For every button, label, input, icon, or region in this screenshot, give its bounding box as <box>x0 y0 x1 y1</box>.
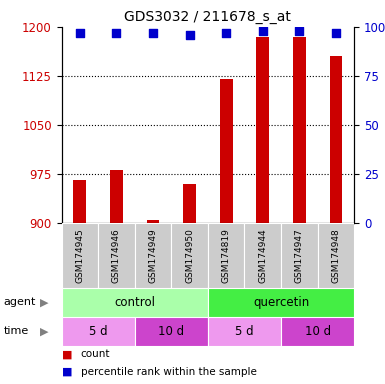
Bar <box>293 37 306 223</box>
Bar <box>256 37 269 223</box>
Text: percentile rank within the sample: percentile rank within the sample <box>81 367 257 377</box>
Bar <box>147 220 159 223</box>
Bar <box>62 317 135 346</box>
Text: GSM174948: GSM174948 <box>331 228 340 283</box>
Text: ▶: ▶ <box>40 326 49 336</box>
Bar <box>281 317 354 346</box>
Text: time: time <box>4 326 29 336</box>
Bar <box>110 170 123 223</box>
Text: GSM174945: GSM174945 <box>75 228 84 283</box>
Text: count: count <box>81 349 110 359</box>
Bar <box>330 56 342 223</box>
Bar <box>208 317 281 346</box>
Text: GSM174946: GSM174946 <box>112 228 121 283</box>
Bar <box>220 79 233 223</box>
Text: agent: agent <box>4 297 36 308</box>
Text: GSM174819: GSM174819 <box>222 228 231 283</box>
Text: GSM174949: GSM174949 <box>149 228 157 283</box>
Text: ■: ■ <box>62 349 72 359</box>
Bar <box>62 288 208 317</box>
Bar <box>208 223 244 288</box>
Bar <box>135 223 171 288</box>
Bar <box>62 223 98 288</box>
Bar <box>171 223 208 288</box>
Point <box>223 30 229 36</box>
Text: GSM174950: GSM174950 <box>185 228 194 283</box>
Point <box>77 30 83 36</box>
Point <box>113 30 119 36</box>
Point <box>333 30 339 36</box>
Text: 10 d: 10 d <box>305 325 331 338</box>
Point <box>259 28 266 34</box>
Point <box>150 30 156 36</box>
Text: 5 d: 5 d <box>235 325 254 338</box>
Title: GDS3032 / 211678_s_at: GDS3032 / 211678_s_at <box>124 10 291 25</box>
Text: GSM174947: GSM174947 <box>295 228 304 283</box>
Text: control: control <box>114 296 155 309</box>
Bar <box>208 288 354 317</box>
Bar <box>98 223 135 288</box>
Text: 5 d: 5 d <box>89 325 107 338</box>
Bar <box>183 184 196 223</box>
Text: 10 d: 10 d <box>158 325 184 338</box>
Text: ▶: ▶ <box>40 297 49 308</box>
Point <box>187 31 193 38</box>
Bar <box>318 223 354 288</box>
Text: GSM174944: GSM174944 <box>258 228 267 283</box>
Bar <box>281 223 318 288</box>
Bar <box>74 180 86 223</box>
Bar <box>244 223 281 288</box>
Text: ■: ■ <box>62 367 72 377</box>
Text: quercetin: quercetin <box>253 296 309 309</box>
Bar <box>135 317 208 346</box>
Point <box>296 28 303 34</box>
